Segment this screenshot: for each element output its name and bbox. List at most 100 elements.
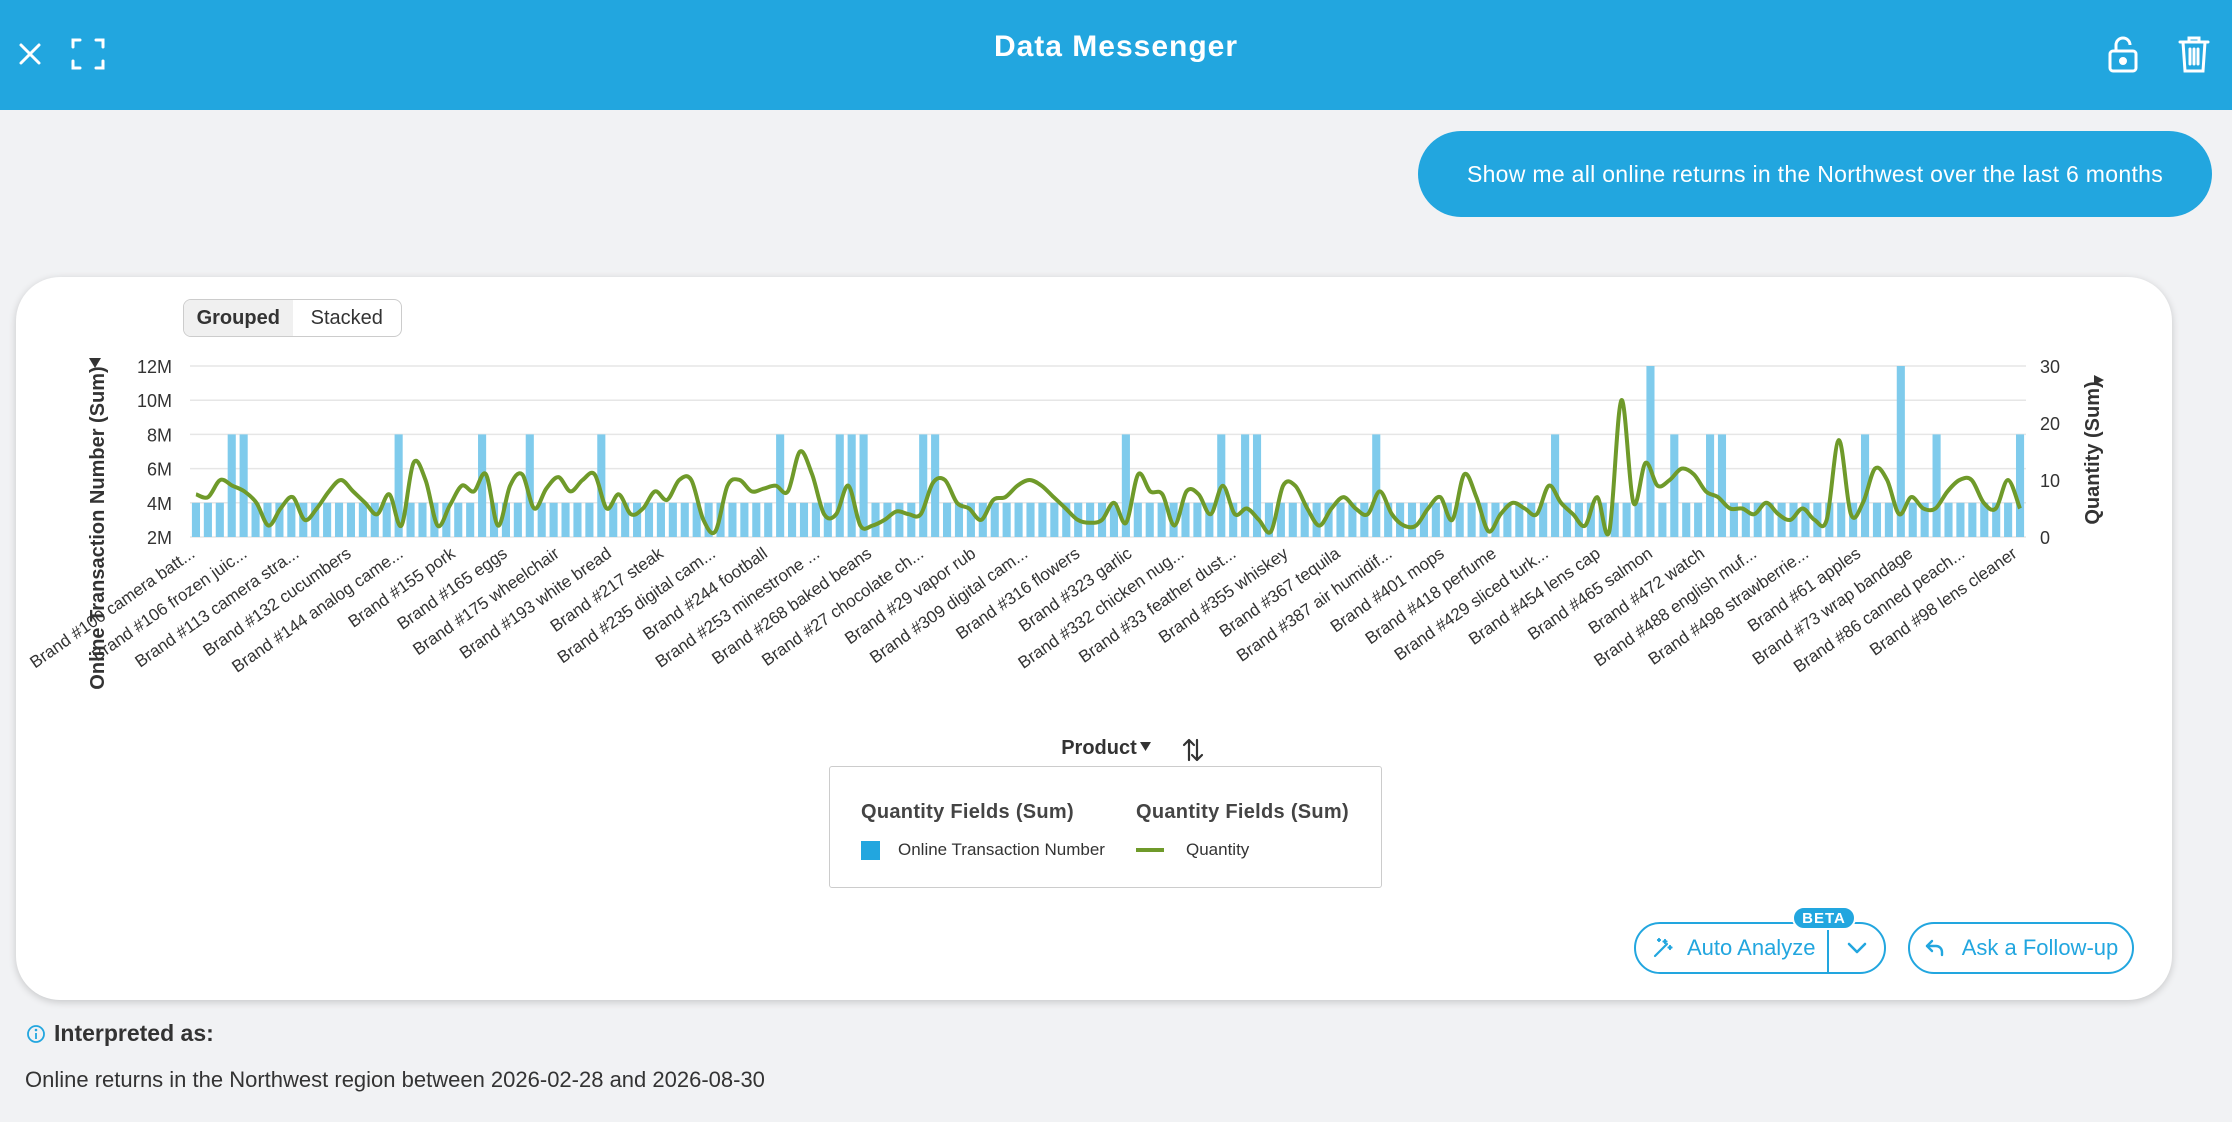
bar[interactable] (1968, 502, 1977, 537)
bar[interactable] (966, 502, 975, 537)
bar[interactable] (287, 502, 296, 537)
bar[interactable] (442, 502, 451, 537)
bar[interactable] (1050, 502, 1059, 537)
bar[interactable] (1002, 502, 1011, 537)
bar[interactable] (251, 502, 260, 537)
bar[interactable] (1384, 502, 1393, 537)
bar[interactable] (1264, 502, 1274, 537)
auto-analyze-main[interactable]: Auto Analyze (1636, 924, 1829, 972)
bar[interactable] (1431, 502, 1440, 537)
bar[interactable] (1312, 502, 1321, 537)
bar[interactable] (621, 502, 630, 537)
bar[interactable] (1920, 502, 1929, 537)
bar[interactable] (513, 502, 522, 537)
bar[interactable] (1026, 502, 1035, 537)
bar[interactable] (1014, 502, 1023, 537)
bar[interactable] (358, 502, 367, 537)
trash-icon[interactable] (2168, 28, 2220, 80)
bar[interactable] (1372, 434, 1381, 537)
bar[interactable] (597, 434, 606, 537)
auto-analyze-button[interactable]: Auto Analyze (1634, 922, 1886, 974)
right-axis-caret-icon[interactable] (2094, 375, 2104, 385)
bar[interactable] (1241, 434, 1250, 537)
bar[interactable] (740, 502, 749, 537)
bar[interactable] (847, 434, 856, 537)
bar[interactable] (454, 502, 463, 537)
bar[interactable] (1777, 502, 1786, 537)
bar[interactable] (1038, 502, 1047, 537)
bar[interactable] (1252, 434, 1262, 537)
bar[interactable] (1586, 502, 1595, 537)
bar[interactable] (1932, 434, 1941, 537)
bar[interactable] (537, 502, 546, 537)
bar[interactable] (656, 502, 665, 537)
bar[interactable] (704, 502, 713, 537)
bar[interactable] (895, 502, 904, 537)
bar[interactable] (1407, 502, 1417, 537)
lock-open-icon[interactable] (2097, 28, 2149, 80)
bar[interactable] (859, 434, 868, 537)
swap-axes-icon[interactable] (1182, 738, 1204, 762)
bar[interactable] (1121, 434, 1130, 537)
bar[interactable] (1205, 502, 1214, 537)
bar[interactable] (835, 434, 844, 537)
bar[interactable] (394, 434, 403, 537)
bar[interactable] (1288, 502, 1297, 537)
bar[interactable] (799, 502, 809, 537)
left-axis-caret-icon[interactable] (89, 358, 101, 368)
bar[interactable] (1741, 502, 1750, 537)
bar[interactable] (1765, 502, 1774, 537)
bar[interactable] (1109, 502, 1119, 537)
bar[interactable] (203, 502, 212, 537)
bar[interactable] (215, 502, 224, 537)
bar[interactable] (275, 502, 284, 537)
bar[interactable] (609, 502, 618, 537)
bar[interactable] (1992, 502, 2001, 537)
bar[interactable] (1944, 502, 1953, 537)
info-icon[interactable] (26, 1024, 46, 1044)
bar[interactable] (954, 502, 964, 537)
right-axis-label[interactable]: Quantity (Sum) (2082, 381, 2104, 524)
bar[interactable] (406, 502, 415, 537)
bar[interactable] (370, 502, 379, 537)
bar[interactable] (573, 502, 582, 537)
bar[interactable] (191, 502, 201, 537)
bar[interactable] (788, 502, 797, 537)
bar[interactable] (776, 434, 785, 537)
x-axis-label[interactable]: Product (1061, 737, 1137, 759)
left-axis-label[interactable]: Online Transaction Number (Sum) (87, 366, 109, 689)
bar[interactable] (668, 502, 677, 537)
bar[interactable] (1825, 502, 1834, 537)
bar[interactable] (919, 434, 928, 537)
bar[interactable] (764, 502, 773, 537)
bar[interactable] (1658, 502, 1667, 537)
bar[interactable] (1145, 502, 1154, 537)
bar[interactable] (1324, 502, 1333, 537)
bar[interactable] (501, 502, 510, 537)
bar[interactable] (1860, 434, 1870, 537)
bar[interactable] (1419, 502, 1428, 537)
bar[interactable] (1551, 434, 1560, 537)
bar[interactable] (466, 502, 475, 537)
bar[interactable] (1336, 502, 1345, 537)
bar[interactable] (1193, 502, 1202, 537)
bar[interactable] (811, 502, 820, 537)
fullscreen-icon[interactable] (62, 28, 114, 80)
auto-analyze-dropdown[interactable] (1829, 924, 1884, 972)
bar[interactable] (871, 502, 880, 537)
bar[interactable] (1837, 502, 1846, 537)
bar[interactable] (334, 502, 344, 537)
bar[interactable] (311, 502, 320, 537)
bar[interactable] (346, 502, 356, 537)
bar[interactable] (1181, 502, 1190, 537)
bar[interactable] (585, 502, 594, 537)
bar[interactable] (323, 502, 332, 537)
bar[interactable] (1706, 434, 1715, 537)
bar[interactable] (1300, 502, 1309, 537)
bar[interactable] (990, 502, 999, 537)
bar[interactable] (1956, 502, 1965, 537)
bar[interactable] (680, 502, 689, 537)
bar[interactable] (2015, 434, 2025, 537)
bar[interactable] (1467, 502, 1476, 537)
bar[interactable] (931, 434, 940, 537)
